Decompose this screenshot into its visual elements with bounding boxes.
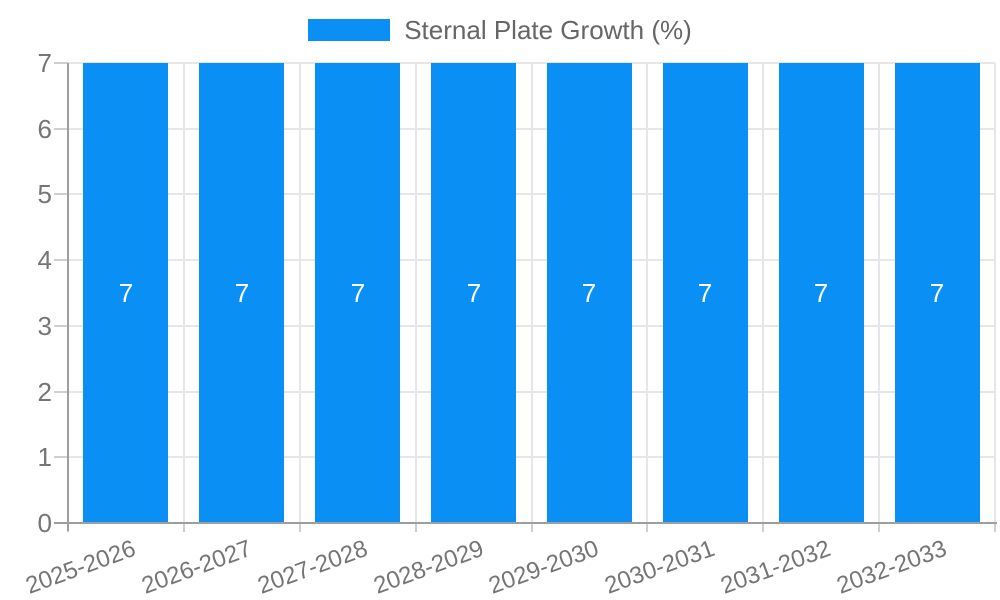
y-axis-tick-label: 7 (37, 48, 52, 78)
bar[interactable] (83, 63, 168, 523)
bar-value-label: 7 (234, 278, 250, 308)
x-tick-mark (762, 523, 764, 532)
x-gridline (646, 63, 648, 523)
y-tick-mark (54, 128, 68, 130)
y-axis-tick-label: 2 (37, 377, 52, 407)
x-tick-mark (531, 523, 533, 532)
y-axis-tick-label: 5 (37, 179, 52, 209)
bar[interactable] (547, 63, 632, 523)
y-axis-tick-label: 1 (37, 442, 52, 472)
y-axis-tick-label: 4 (37, 245, 52, 275)
x-gridline (299, 63, 301, 523)
y-axis-tick-label: 6 (37, 114, 52, 144)
bar-value-label: 7 (581, 278, 597, 308)
y-tick-mark (54, 456, 68, 458)
bar-value-label: 7 (697, 278, 713, 308)
bar[interactable] (779, 63, 864, 523)
x-tick-mark (183, 523, 185, 532)
x-gridline (994, 63, 996, 523)
y-tick-mark (54, 193, 68, 195)
bar[interactable] (895, 63, 980, 523)
bar-value-label: 7 (466, 278, 482, 308)
x-gridline (531, 63, 533, 523)
x-tick-mark (299, 523, 301, 532)
y-axis-tick-label: 3 (37, 311, 52, 341)
y-axis-tick-label: 0 (37, 508, 52, 538)
bar[interactable] (431, 63, 516, 523)
x-tick-mark (878, 523, 880, 532)
x-gridline (878, 63, 880, 523)
chart-legend[interactable]: Sternal Plate Growth (%) (0, 15, 1000, 45)
y-tick-mark (54, 325, 68, 327)
bar-value-label: 7 (118, 278, 134, 308)
x-gridline (183, 63, 185, 523)
bar-value-label: 7 (350, 278, 366, 308)
x-gridline (762, 63, 764, 523)
bar[interactable] (315, 63, 400, 523)
y-tick-mark (54, 259, 68, 261)
x-tick-mark (994, 523, 996, 532)
bar-value-label: 7 (929, 278, 945, 308)
bar[interactable] (199, 63, 284, 523)
legend-label: Sternal Plate Growth (%) (404, 15, 692, 45)
y-tick-mark (54, 391, 68, 393)
y-tick-mark (54, 62, 68, 64)
y-axis-line (67, 63, 69, 531)
x-axis-line (54, 522, 997, 524)
bar-value-label: 7 (813, 278, 829, 308)
legend-swatch-icon (308, 19, 391, 41)
bar[interactable] (663, 63, 748, 523)
x-tick-mark (646, 523, 648, 532)
x-tick-mark (415, 523, 417, 532)
x-gridline (415, 63, 417, 523)
